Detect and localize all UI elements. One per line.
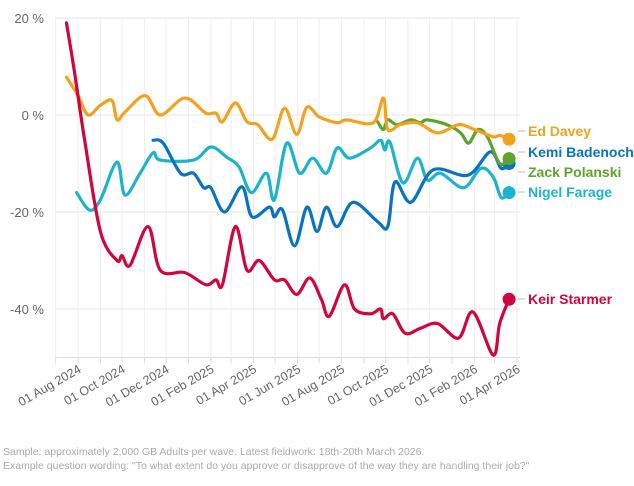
y-tick-label: 0 % xyxy=(22,108,45,123)
y-axis: 20 % 0 % -20 % -40 % xyxy=(10,11,44,317)
y-tick-label: -20 % xyxy=(10,205,44,220)
label-ed-davey: Ed Davey xyxy=(528,123,591,139)
y-tick-label: 20 % xyxy=(14,11,44,26)
label-zack-polanski: Zack Polanski xyxy=(528,164,621,180)
end-dot-ed-davey xyxy=(502,132,516,146)
series-lines xyxy=(64,21,525,357)
series-line-ed-davey xyxy=(64,75,511,142)
label-keir-starmer: Keir Starmer xyxy=(528,291,613,307)
footnote-sample: Sample: approximately 2,000 GB Adults pe… xyxy=(3,446,425,458)
y-tick-label: -40 % xyxy=(10,302,44,317)
series-line-kemi-badenoch xyxy=(151,138,511,248)
series-line-nigel-farage xyxy=(74,138,511,212)
series-labels: Ed Davey Kemi Badenoch Zack Polanski Nig… xyxy=(528,123,634,307)
label-nigel-farage: Nigel Farage xyxy=(528,184,612,200)
end-dot-zack-polanski xyxy=(502,152,516,166)
footnote-question: Example question wording: "To what exten… xyxy=(3,460,530,472)
end-dot-keir-starmer xyxy=(502,292,516,306)
end-dot-nigel-farage xyxy=(502,186,516,200)
series-line-keir-starmer xyxy=(64,21,511,357)
label-kemi-badenoch: Kemi Badenoch xyxy=(528,144,634,160)
grid xyxy=(55,17,520,364)
